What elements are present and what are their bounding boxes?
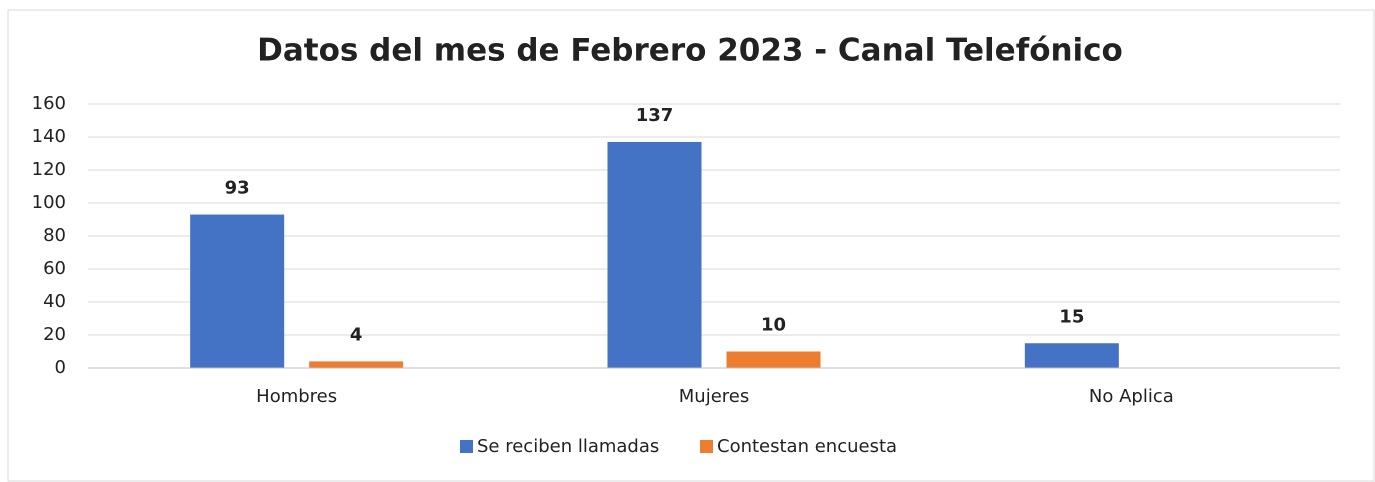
y-tick-label: 120: [32, 159, 66, 180]
legend-swatch: [460, 440, 473, 453]
y-tick-label: 160: [32, 93, 66, 114]
y-tick-label: 140: [32, 126, 66, 147]
legend-label: Se reciben llamadas: [477, 436, 659, 457]
data-label: 137: [636, 105, 674, 126]
data-label: 10: [761, 315, 786, 336]
x-tick-label: Mujeres: [679, 386, 749, 407]
data-label: 15: [1059, 306, 1084, 327]
y-tick-label: 20: [43, 324, 66, 345]
bar: [309, 361, 404, 368]
y-tick-label: 60: [43, 258, 66, 279]
data-label: 4: [350, 324, 363, 345]
bar: [726, 351, 821, 368]
y-tick-label: 100: [32, 192, 66, 213]
bar: [607, 141, 702, 368]
chart-title: Datos del mes de Febrero 2023 - Canal Te…: [257, 33, 1123, 69]
y-tick-label: 40: [43, 291, 66, 312]
x-tick-label: No Aplica: [1089, 386, 1174, 407]
bar: [190, 214, 285, 368]
y-tick-label: 80: [43, 225, 66, 246]
bar: [1024, 343, 1119, 368]
y-tick-label: 0: [55, 357, 66, 378]
data-label: 93: [225, 178, 250, 199]
legend-label: Contestan encuesta: [717, 436, 897, 457]
legend-swatch: [700, 440, 713, 453]
x-tick-label: Hombres: [256, 386, 337, 407]
